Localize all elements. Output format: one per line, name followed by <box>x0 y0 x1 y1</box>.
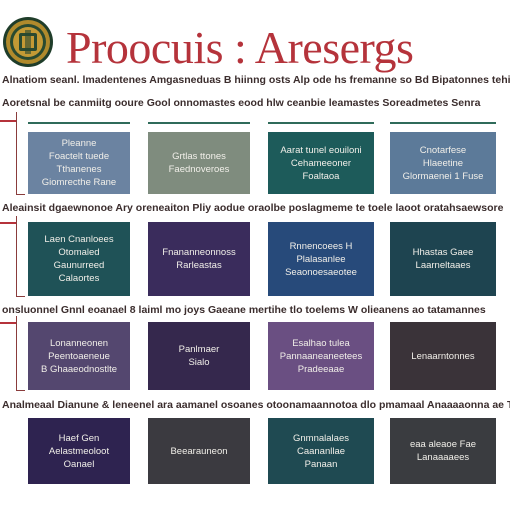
card-label: eaa aleaoe Fae <box>409 439 477 450</box>
category-card[interactable]: Panlmaer Sialo <box>148 322 250 390</box>
card-rule <box>268 122 374 124</box>
card-label: Pannaaneaneetees <box>279 350 363 362</box>
card-label: Calaortes <box>58 273 100 284</box>
category-card[interactable]: Haef Gen Aelastmeoloot Oanael <box>28 418 130 484</box>
card-label: Panaan <box>304 458 338 470</box>
category-card[interactable]: Hhastas Gaee Laarneltaaes <box>390 222 496 296</box>
category-card[interactable]: Pleanne Foactelt tuede Tthanenes Giomrecthe… <box>28 132 130 194</box>
card-label: Foaltaoa <box>302 170 340 182</box>
card-label: Esalhao tulea <box>292 337 350 349</box>
card-label: Seaonoesaeotee <box>285 266 357 278</box>
category-card[interactable]: Gnmnalalaes Caananllae Panaan <box>268 418 374 484</box>
card-label: Rarleastas <box>176 260 222 271</box>
row-lead-text: Aleainsit dgaewnonoe Ary oreneaiton Pliy… <box>2 202 504 214</box>
card-label: Lenaarntonnes <box>411 350 475 362</box>
card-label: Haef Gen <box>58 432 100 444</box>
category-card[interactable]: Grtlas ttones Faednoveroes <box>148 132 250 194</box>
card-label: Cehameeoner <box>290 157 352 169</box>
card-rule <box>148 122 250 124</box>
card-label: Faednoveroes <box>168 164 230 175</box>
card-label: Oanael <box>63 458 95 470</box>
card-label: Panlmaer <box>178 344 220 355</box>
card-label: Hhastas Gaee <box>412 247 474 258</box>
card-label: Sialo <box>188 357 210 368</box>
card-label: Pleanne <box>61 138 97 149</box>
row-lead-text: Aoretsnal be canmiitg ooure Gool onnomas… <box>2 97 481 109</box>
card-label: Gnmnalalaes <box>293 432 349 444</box>
category-card[interactable]: eaa aleaoe Fae Lanaaaaees <box>390 418 496 484</box>
category-card[interactable]: Fnananneonnoss Rarleastas <box>148 222 250 296</box>
gold-seal-icon <box>3 17 53 67</box>
card-label: Tthanenes <box>56 164 102 175</box>
card-label: Fnananneonnoss <box>162 247 236 258</box>
card-label: Aelastmeoloot <box>48 445 110 457</box>
card-label: Caananllae <box>296 445 346 457</box>
card-rule <box>390 122 496 124</box>
card-label: Hlaeetine <box>422 157 464 169</box>
card-label: Beearauneon <box>170 445 228 457</box>
row-lead-text: onsluonnel Gnnl eoanael 8 laiml mo joys … <box>2 304 486 316</box>
card-label: Aarat tunel eouiloni <box>280 144 362 156</box>
category-card[interactable]: Aarat tunel eouiloni Cehameeoner Foaltaoa <box>268 132 374 194</box>
row-marker <box>0 120 16 122</box>
card-label: Gaunurreed <box>53 260 105 271</box>
category-card[interactable]: Cnotarfese Hlaeetine Glormaenei 1 Fuse <box>390 132 496 194</box>
card-label: B Ghaaeodnostlte <box>40 363 118 375</box>
card-rule <box>28 122 130 124</box>
subtitle: Alnatiom seanl. lmadentenes Amgasneduas … <box>2 74 510 86</box>
card-label: Cnotarfese <box>419 144 467 156</box>
category-card[interactable]: Esalhao tulea Pannaaneaneetees Pradeeaae <box>268 322 374 390</box>
card-label: Lanaaaaees <box>416 452 470 463</box>
row-marker <box>0 322 16 324</box>
card-label: Giomrecthe Rane <box>41 177 117 188</box>
card-label: Peentoaeneue <box>48 350 110 362</box>
card-label: Otomaled <box>58 247 100 258</box>
card-label: Laarneltaaes <box>415 260 471 271</box>
row-marker <box>0 222 16 224</box>
category-card[interactable]: Beearauneon <box>148 418 250 484</box>
card-label: Glormaenei 1 Fuse <box>402 170 484 182</box>
header: Proocuis : Aresergs <box>0 8 512 78</box>
category-card[interactable]: Lenaarntonnes <box>390 322 496 390</box>
category-card[interactable]: Lonanneonen Peentoaeneue B Ghaaeodnostlte <box>28 322 130 390</box>
row-bracket <box>16 316 25 391</box>
card-label: Rnnencoees H <box>289 240 353 252</box>
row-lead-text: Analmeaal Dianune & leneenel ara aamanel… <box>2 399 510 411</box>
page-title: Proocuis : Aresergs <box>66 22 414 73</box>
card-label: Plalasanlee <box>296 253 346 265</box>
card-label: Laen Cnanloees <box>44 234 114 245</box>
row-bracket <box>16 112 25 195</box>
category-card[interactable]: Rnnencoees H Plalasanlee Seaonoesaeotee <box>268 222 374 296</box>
card-label: Grtlas ttones <box>172 151 226 162</box>
row-bracket <box>16 216 25 297</box>
card-label: Foactelt tuede <box>48 151 110 162</box>
card-label: Lonanneonen <box>49 337 109 349</box>
category-card[interactable]: Laen Cnanloees Otomaled Gaunurreed Calaorte… <box>28 222 130 296</box>
card-label: Pradeeaae <box>297 363 345 375</box>
